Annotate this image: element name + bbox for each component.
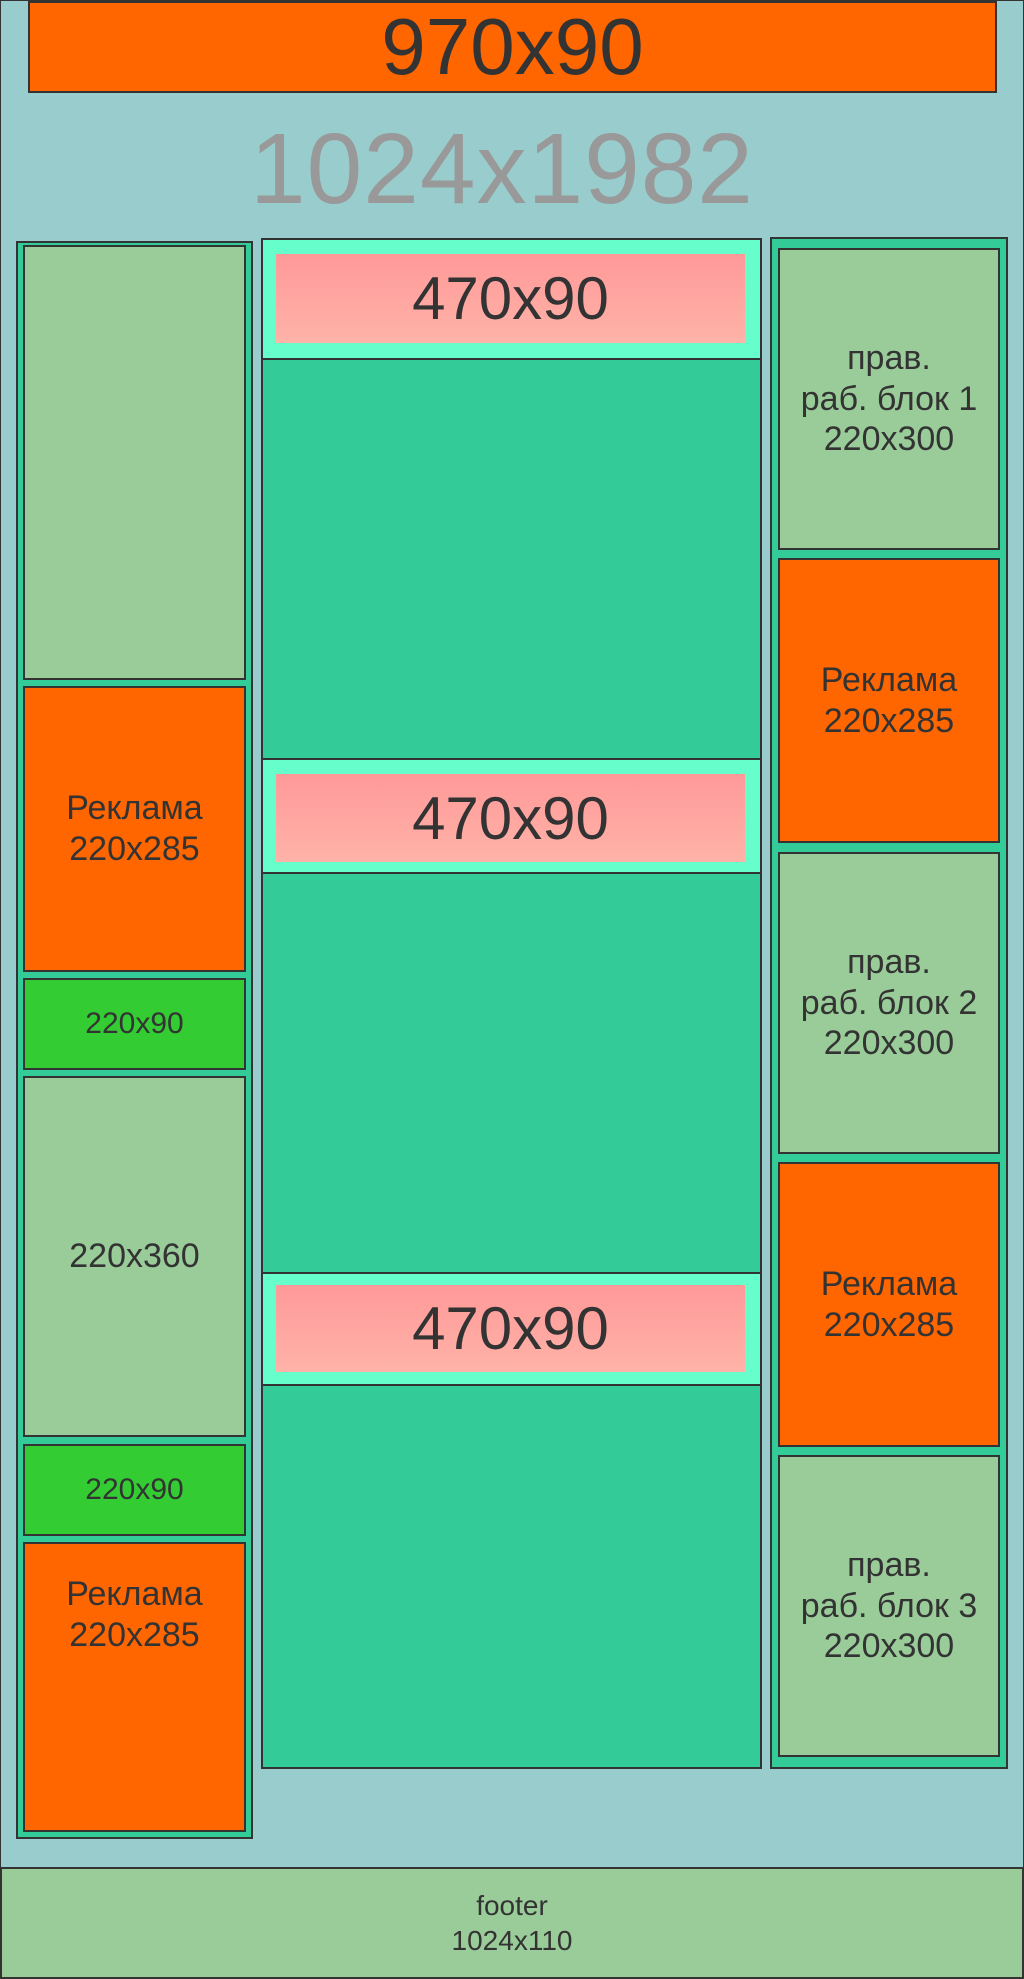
center-banner-3-label: 470x90 [412,1295,609,1362]
page-size-label: 1024x1982 [250,113,754,225]
right-ad-block-2: Реклама 220x285 [778,1162,1000,1447]
center-content-1 [261,358,762,760]
right-block-2: прав. раб. блок 2 220x300 [778,852,1000,1154]
right-ad-block-1-label: Реклама 220x285 [820,660,958,740]
right-ad-block-1: Реклама 220x285 [778,558,1000,843]
right-block-3-label: прав. раб. блок 3 220x300 [800,1545,978,1666]
center-banner-2-label: 470x90 [412,784,609,852]
right-block-1: прав. раб. блок 1 220x300 [778,248,1000,550]
left-block-220x360-label: 220x360 [69,1237,200,1276]
center-content-2 [261,872,762,1274]
left-ad-block-2: Реклама 220x285 [23,1542,246,1832]
left-block-220x90-1: 220x90 [23,978,246,1070]
left-block-220x90-1-label: 220x90 [85,1007,184,1040]
footer: footer 1024x110 [0,1867,1024,1979]
center-banner-2: 470x90 [276,774,745,862]
center-banner-1-label: 470x90 [412,265,609,332]
right-block-2-label: прав. раб. блок 2 220x300 [800,942,978,1063]
center-banner-1: 470x90 [276,254,745,343]
center-content-3 [261,1384,762,1769]
left-block-220x360: 220x360 [23,1076,246,1437]
header-banner-label: 970x90 [381,2,644,91]
left-ad-block-1: Реклама 220x285 [23,686,246,972]
header-banner: 970x90 [28,1,997,93]
left-block-220x90-2-label: 220x90 [85,1473,184,1506]
left-ad-block-2-label: Реклама 220x285 [66,1575,203,1654]
footer-label: footer 1024x110 [451,1890,573,1956]
left-ad-block-1-label: Реклама 220x285 [66,789,203,868]
center-banner-3: 470x90 [276,1285,745,1372]
left-block-220x90-2: 220x90 [23,1444,246,1536]
right-block-1-label: прав. раб. блок 1 220x300 [800,338,978,459]
left-block-1 [23,245,246,680]
right-ad-block-2-label: Реклама 220x285 [820,1264,958,1344]
right-block-3: прав. раб. блок 3 220x300 [778,1455,1000,1757]
